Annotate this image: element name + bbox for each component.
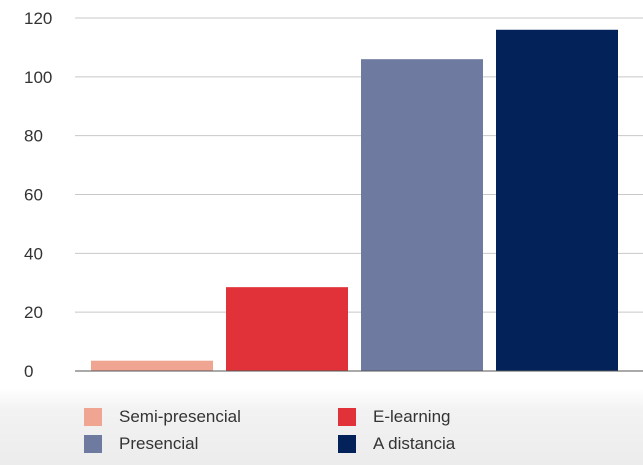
bar-a-distancia	[496, 29, 618, 372]
bars	[91, 29, 618, 372]
legend-label-semi-presencial: Semi-presencial	[119, 407, 241, 426]
legend-swatch-presencial	[84, 435, 102, 453]
y-tick-label: 0	[24, 362, 33, 381]
y-tick-label: 120	[24, 9, 52, 28]
y-tick-label: 20	[24, 303, 43, 322]
legend-item-a-distancia: A distancia	[338, 431, 455, 457]
y-tick-label: 80	[24, 127, 43, 146]
bar-chart: 0 20 40 60 80 100 120	[24, 9, 643, 381]
legend: Semi-presencial E-learning Presencial A …	[84, 404, 544, 462]
legend-item-semi-presencial: Semi-presencial	[84, 404, 241, 430]
legend-swatch-e-learning	[338, 408, 356, 426]
bar-e-learning	[226, 287, 348, 371]
y-tick-label: 60	[24, 186, 43, 205]
legend-swatch-semi-presencial	[84, 408, 102, 426]
legend-label-presencial: Presencial	[119, 434, 199, 453]
legend-item-e-learning: E-learning	[338, 404, 451, 430]
y-tick-label: 40	[24, 244, 43, 263]
legend-label-a-distancia: A distancia	[373, 434, 456, 453]
gridlines	[75, 17, 643, 313]
bar-semi-presencial	[91, 360, 213, 371]
legend-swatch-a-distancia	[338, 435, 356, 453]
bar-presencial	[361, 59, 483, 371]
legend-label-e-learning: E-learning	[373, 407, 451, 426]
y-axis-ticks: 0 20 40 60 80 100 120	[24, 9, 52, 381]
background-fade	[0, 388, 643, 465]
y-tick-label: 100	[24, 68, 52, 87]
legend-item-presencial: Presencial	[84, 431, 198, 457]
